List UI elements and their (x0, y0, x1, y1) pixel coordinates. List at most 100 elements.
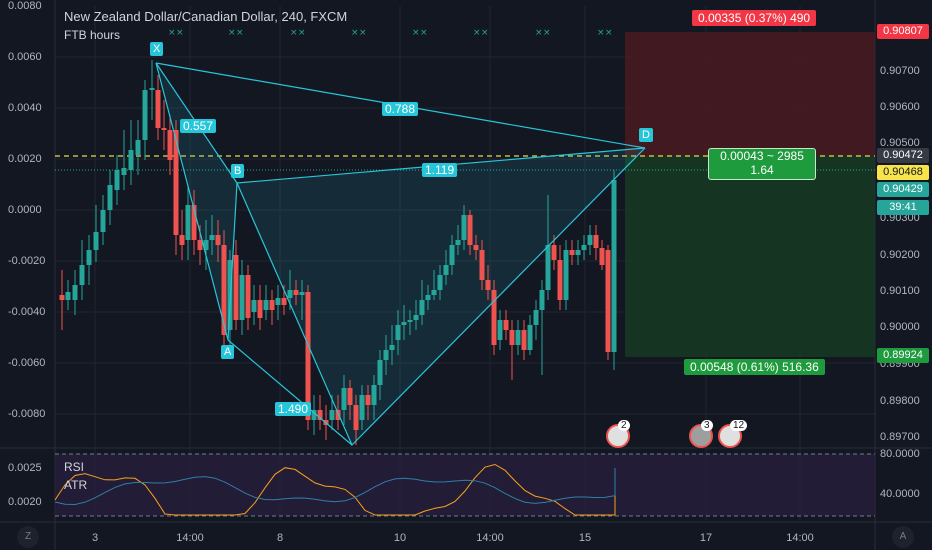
price-tag-2[interactable]: 0.90468 (877, 165, 929, 180)
candle-body (545, 245, 551, 290)
price-tag-3[interactable]: 0.90429 (877, 182, 929, 197)
price-tag-1[interactable]: 0.90472 (877, 148, 929, 163)
candle-body (93, 232, 99, 250)
event-marker[interactable]: 3 (689, 420, 713, 448)
candle-body (317, 410, 323, 420)
ratio-bd-label[interactable]: 1.119 (422, 163, 458, 177)
candle-body (395, 325, 401, 340)
candle-body (479, 250, 485, 280)
candle-body (299, 292, 305, 295)
candle-body (419, 300, 425, 315)
candle-body (551, 245, 557, 260)
candle-body (215, 235, 221, 245)
take-profit-label[interactable]: 0.00548 (0.61%) 516.36 (684, 359, 825, 375)
countdown-tag: 39:41 (877, 200, 929, 215)
time-axis-tick: 14:00 (176, 532, 204, 544)
ratio-xd-label[interactable]: 0.788 (382, 102, 419, 116)
candle-body (365, 395, 371, 405)
ratio-xb-label[interactable]: 0.557 (180, 119, 217, 133)
stop-loss-zone[interactable] (625, 32, 875, 156)
left-axis-tick: -0.0020 (8, 255, 46, 267)
point-d-label[interactable]: D (639, 128, 653, 142)
candle-body (401, 322, 407, 325)
entry-label-bottom: 1.64 (750, 163, 774, 177)
candle-body (581, 245, 587, 250)
indicator-title[interactable]: FTB hours (64, 28, 121, 42)
candle-body (239, 275, 245, 320)
atr-label[interactable]: ATR (64, 478, 88, 492)
candle-body (407, 320, 413, 322)
point-b-label[interactable]: B (231, 164, 245, 178)
candle-body (371, 385, 377, 405)
ratio-ac-label[interactable]: 1.490 (275, 402, 312, 416)
take-profit-zone[interactable] (625, 156, 875, 357)
candle-body (377, 360, 383, 385)
candle-body (503, 320, 509, 330)
candle-body (425, 295, 431, 300)
stop-price-tag[interactable]: 0.90807 (877, 24, 929, 39)
candle-body (599, 248, 605, 265)
candle-body (173, 130, 179, 235)
atr-line (54, 468, 616, 506)
session-marker: × (535, 28, 543, 38)
session-marker: × (236, 28, 244, 38)
candle-body (611, 180, 617, 352)
session-markers: × × × × × × × × × × × × × × × × (168, 28, 613, 38)
stop-loss-label[interactable]: 0.00335 (0.37%) 490 (692, 10, 817, 26)
time-axis-tick: 15 (578, 532, 592, 544)
candle-body (135, 140, 141, 155)
candles (59, 60, 617, 445)
event-marker[interactable]: 2 (606, 420, 630, 448)
candle-body (233, 255, 239, 320)
pattern-bcd (237, 148, 645, 445)
session-marker: × (473, 28, 481, 38)
session-marker: × (351, 28, 359, 38)
point-x-label[interactable]: X (150, 42, 164, 56)
candle-body (161, 128, 167, 130)
candle-body (149, 88, 155, 90)
event-marker[interactable]: 12 (718, 420, 748, 448)
target-price-tag[interactable]: 0.89924 (877, 348, 929, 363)
candle-body (437, 275, 443, 290)
session-marker: × (298, 28, 306, 38)
entry-label[interactable]: 0.00043 ~ 2985 1.64 (708, 148, 816, 180)
right-axis-tick: 0.90200 (880, 249, 920, 261)
time-axis-tick: 14:00 (476, 532, 504, 544)
session-marker: × (420, 28, 428, 38)
candle-body (557, 260, 563, 300)
candle-body (293, 290, 299, 295)
right-axis-tick: 0.89800 (880, 395, 920, 407)
right-axis-tick: 0.90000 (880, 321, 920, 333)
rsi-label[interactable]: RSI (64, 460, 85, 474)
chart-title[interactable]: New Zealand Dollar/Canadian Dollar, 240,… (64, 9, 348, 24)
candle-body (269, 300, 275, 310)
candle-body (86, 250, 92, 265)
right-axis-tick: 0.90500 (880, 137, 920, 149)
candle-body (431, 290, 437, 295)
candle-body (185, 205, 191, 240)
event-count: 12 (730, 420, 748, 431)
candle-body (383, 350, 389, 360)
candle-body (281, 298, 287, 305)
candle-body (72, 285, 78, 300)
pattern-lines[interactable] (155, 62, 646, 447)
candle-body (449, 245, 455, 265)
candle-body (287, 290, 293, 298)
candle-body (114, 170, 120, 190)
candle-body (305, 292, 311, 420)
event-count: 3 (701, 420, 713, 431)
candle-body (100, 210, 106, 232)
auto-scale-button[interactable]: A (892, 526, 914, 548)
candle-body (221, 245, 227, 335)
candle-body (413, 315, 419, 320)
candle-body (203, 240, 209, 250)
candle-body (575, 250, 581, 255)
candle-body (455, 240, 461, 245)
candle-body (359, 395, 365, 420)
candle-body (257, 300, 263, 318)
timezone-button[interactable]: Z (17, 526, 39, 548)
candle-body (467, 215, 473, 245)
point-a-label[interactable]: A (221, 345, 235, 359)
candle-body (593, 235, 599, 248)
